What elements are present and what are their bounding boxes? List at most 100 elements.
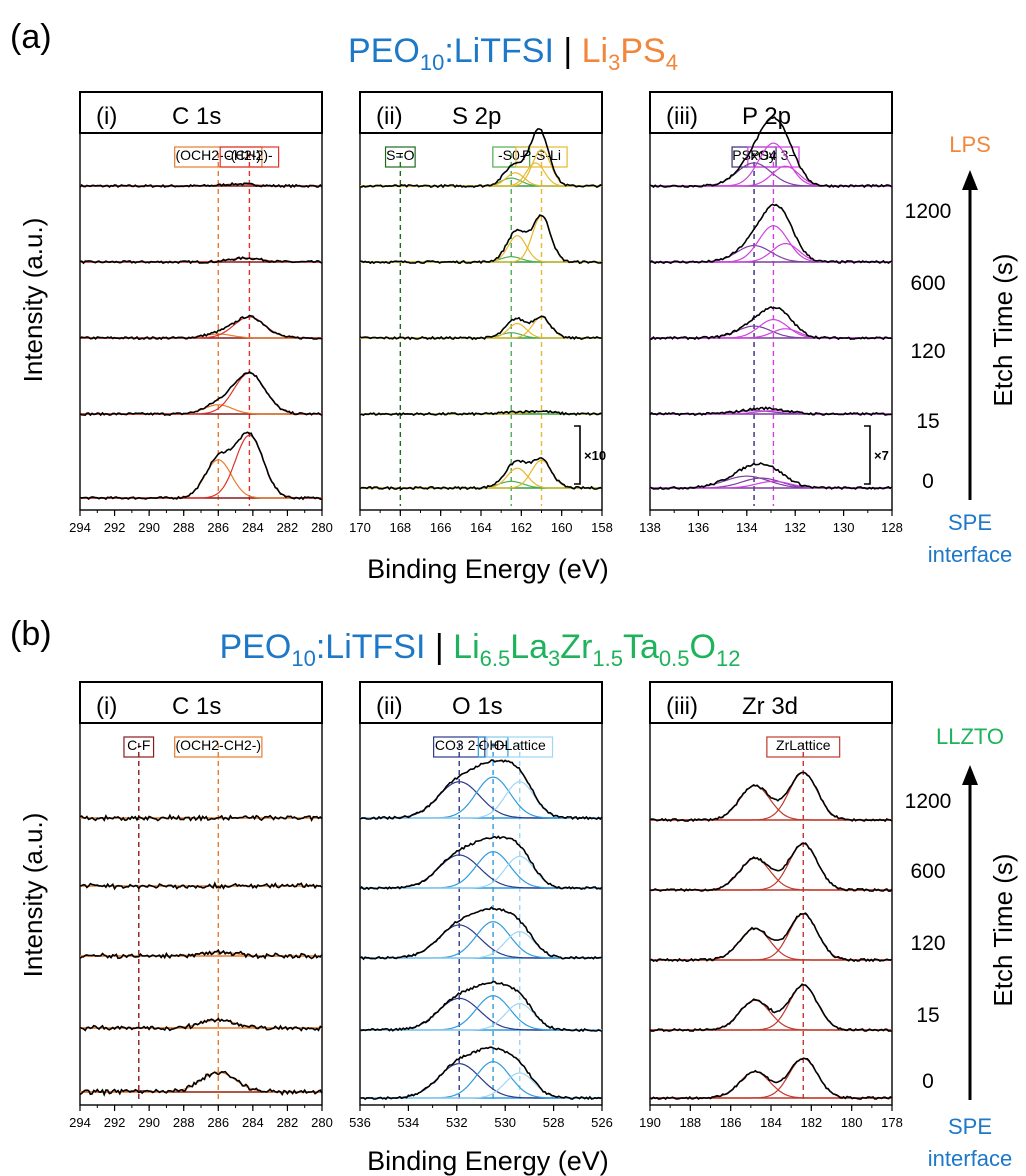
etch-time-labels-b: 1200 600 120 15 0: [905, 790, 952, 1093]
spectrum-0: [79, 431, 323, 501]
panel-b-title-sep: |: [425, 628, 453, 666]
x-tick-label: 166: [430, 520, 452, 535]
plot-frame: [649, 681, 893, 1106]
etch-top-a: LPS: [949, 132, 991, 157]
x-tick-label: 136: [688, 520, 710, 535]
spectrum-1200: [79, 813, 323, 822]
spectrum-600: [649, 203, 893, 265]
formula-part: La: [510, 628, 548, 666]
etch-time-label: 0: [922, 470, 934, 493]
x-tick-label: 282: [277, 520, 299, 535]
formula-part: Zr: [560, 628, 592, 666]
formula-part: 1.5: [592, 646, 623, 671]
panel-a-title: PEO10:LiTFSI | Li3PS4: [348, 32, 678, 75]
x-tick-label: 130: [833, 520, 855, 535]
spectrum-trace: [359, 315, 603, 341]
fit-component: [360, 995, 602, 1031]
subplot-title-roman: (i): [96, 103, 117, 130]
x-tick-label: 294: [69, 520, 91, 535]
peak-label-box: [174, 736, 263, 758]
x-tick-label: 170: [349, 520, 371, 535]
x-tick-label: 160: [551, 520, 573, 535]
formula-part: 3: [548, 646, 560, 671]
subplot-title-box: [649, 91, 893, 134]
panel-b-title-left-rest: :LiTFSI: [316, 628, 426, 666]
panel-b-title: PEO10:LiTFSI | Li6.5La3Zr1.5Ta0.5O12: [220, 628, 741, 671]
subplot-title-roman: (iii): [666, 693, 698, 720]
spectrum-trace: [359, 835, 603, 891]
subplot-6: (iii) Zr 3d 190 188 186 184 182 180 178 ZrLattice: [639, 681, 903, 1130]
spectrum-15: [360, 409, 603, 417]
x-axis: 138 136 134 132 130 128: [639, 510, 903, 535]
panel-a-letter: (a): [10, 18, 52, 56]
spectrum-1200: [649, 771, 893, 823]
spectrum-trace: [79, 431, 323, 501]
fit-component: [360, 855, 602, 889]
fit-component: [360, 316, 602, 339]
peak-label: ZrLattice: [776, 737, 831, 753]
spectrum-0: [360, 1046, 603, 1101]
spectrum-trace: [359, 980, 603, 1033]
peak-label: PS4 3−: [750, 147, 796, 163]
fit-component: [360, 459, 602, 489]
peak-label: OLattice: [494, 737, 546, 753]
formula-part: 4: [666, 50, 678, 75]
subplot-title-element: C 1s: [172, 693, 221, 720]
peak-label: (OCH2-CH2-): [176, 147, 262, 163]
fit-component: [80, 372, 322, 415]
etch-time-label: 1200: [905, 200, 952, 223]
formula-part: 6.5: [480, 646, 511, 671]
spectrum-trace: [360, 409, 603, 417]
spectrum-trace: [79, 881, 323, 891]
x-tick-label: 178: [881, 1115, 903, 1130]
spectrum-trace: [79, 948, 323, 960]
x-tick-label: 288: [173, 520, 195, 535]
spectrum-trace: [79, 1070, 323, 1097]
etch-arrowhead-b: [962, 765, 978, 785]
fit-component: [650, 480, 892, 489]
subplot-title-element: O 1s: [452, 693, 503, 720]
fit-component: [360, 172, 602, 187]
fit-component: [650, 999, 892, 1031]
spectrum-trace: [649, 1057, 893, 1101]
multiplier-label: ×10: [584, 448, 606, 463]
formula-part: 0.5: [659, 646, 690, 671]
fit-component: [360, 467, 602, 489]
panel-a-title-right: Li3PS4: [582, 32, 678, 75]
peak-labels: CO3 2−OH−OLattice: [433, 736, 554, 758]
spectrum-120: [649, 912, 893, 963]
spectrum-trace: [359, 127, 603, 189]
x-tick-label: 528: [543, 1115, 565, 1130]
etch-time-labels-a: 1200 600 120 15 0: [905, 200, 952, 493]
x-axis: 190 188 186 184 182 180 178: [639, 1105, 903, 1130]
etch-time-label: 15: [916, 1004, 939, 1027]
subplot-5: (ii) O 1s 536 534 532 530 528 526 CO3 2−OH−OLatt…: [349, 681, 613, 1130]
formula-part: Ta: [623, 628, 659, 666]
spectrum-15: [649, 983, 893, 1033]
spectrum-trace: [79, 314, 323, 341]
spectrum-600: [359, 835, 603, 891]
x-tick-label: 292: [104, 520, 126, 535]
spectrum-120: [359, 906, 603, 961]
x-tick-label: 280: [311, 520, 333, 535]
spectrum-120: [359, 315, 603, 341]
peak-label: C-F: [127, 737, 150, 753]
spectrum-trace: [359, 457, 603, 491]
subplot-title-element: P 2p: [742, 103, 791, 130]
fit-component: [650, 913, 892, 961]
fit-component: [650, 477, 892, 489]
subplot-title-box: [649, 681, 893, 724]
xlabel-b: Binding Energy (eV): [367, 1146, 609, 1176]
fit-component: [360, 1002, 602, 1031]
multiplier-label: ×7: [874, 448, 889, 463]
spectrum-1200: [359, 759, 603, 821]
x-tick-label: 128: [881, 520, 903, 535]
subplot-title-roman: (ii): [376, 103, 403, 130]
spectrum-0: [649, 1057, 893, 1101]
spectrum-trace: [649, 842, 893, 892]
fit-component: [650, 1070, 892, 1099]
subplot-title-box: [359, 681, 603, 724]
peak-label-box: [384, 146, 416, 168]
x-tick-label: 282: [277, 1115, 299, 1130]
subplot-title-roman: (ii): [376, 693, 403, 720]
